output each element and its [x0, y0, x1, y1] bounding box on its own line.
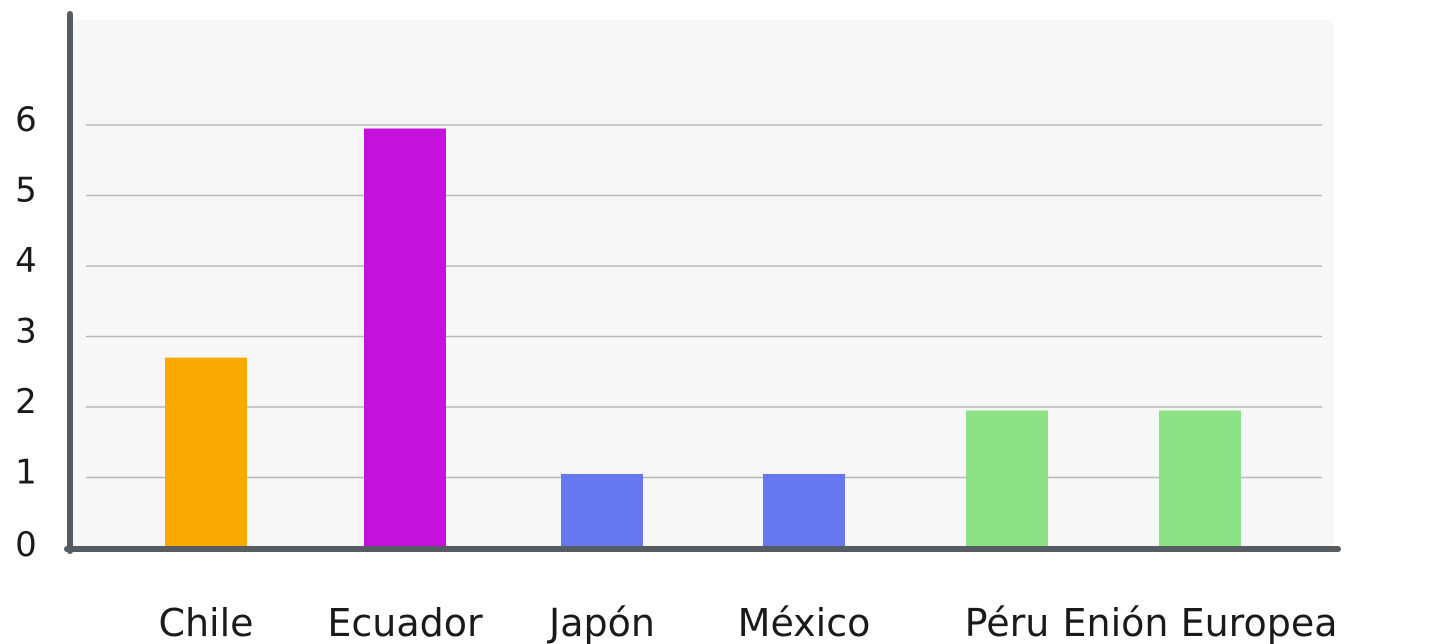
y-tick-label: 0: [15, 525, 37, 565]
gridlines: [86, 124, 1322, 479]
x-category-label: Enión Europea: [1063, 601, 1338, 644]
y-axis-tick-labels: 0 1 2 3 4 5 6: [15, 100, 37, 565]
x-category-label: Japón: [547, 601, 655, 644]
x-category-label: México: [738, 601, 871, 644]
bar-ecuador: [364, 128, 446, 548]
y-tick-label: 3: [15, 312, 37, 352]
bar-méxico: [763, 473, 845, 548]
bar-enión-europea: [1159, 410, 1241, 548]
bar-japón: [561, 473, 643, 548]
y-tick-label: 5: [15, 171, 37, 211]
plot-background: [72, 20, 1334, 548]
x-axis-category-labels: Chile Ecuador Japón México Péru Enión Europea: [158, 601, 1337, 644]
x-category-label: Ecuador: [327, 601, 483, 644]
y-tick-label: 6: [15, 100, 37, 140]
y-tick-label: 1: [15, 453, 37, 493]
bars: [165, 128, 1241, 548]
bar-chile: [165, 357, 247, 548]
y-tick-label: 2: [15, 382, 37, 422]
bar-péru: [966, 410, 1048, 548]
y-tick-label: 4: [15, 241, 37, 281]
x-category-label: Chile: [158, 601, 253, 644]
x-category-label: Péru: [965, 601, 1050, 644]
